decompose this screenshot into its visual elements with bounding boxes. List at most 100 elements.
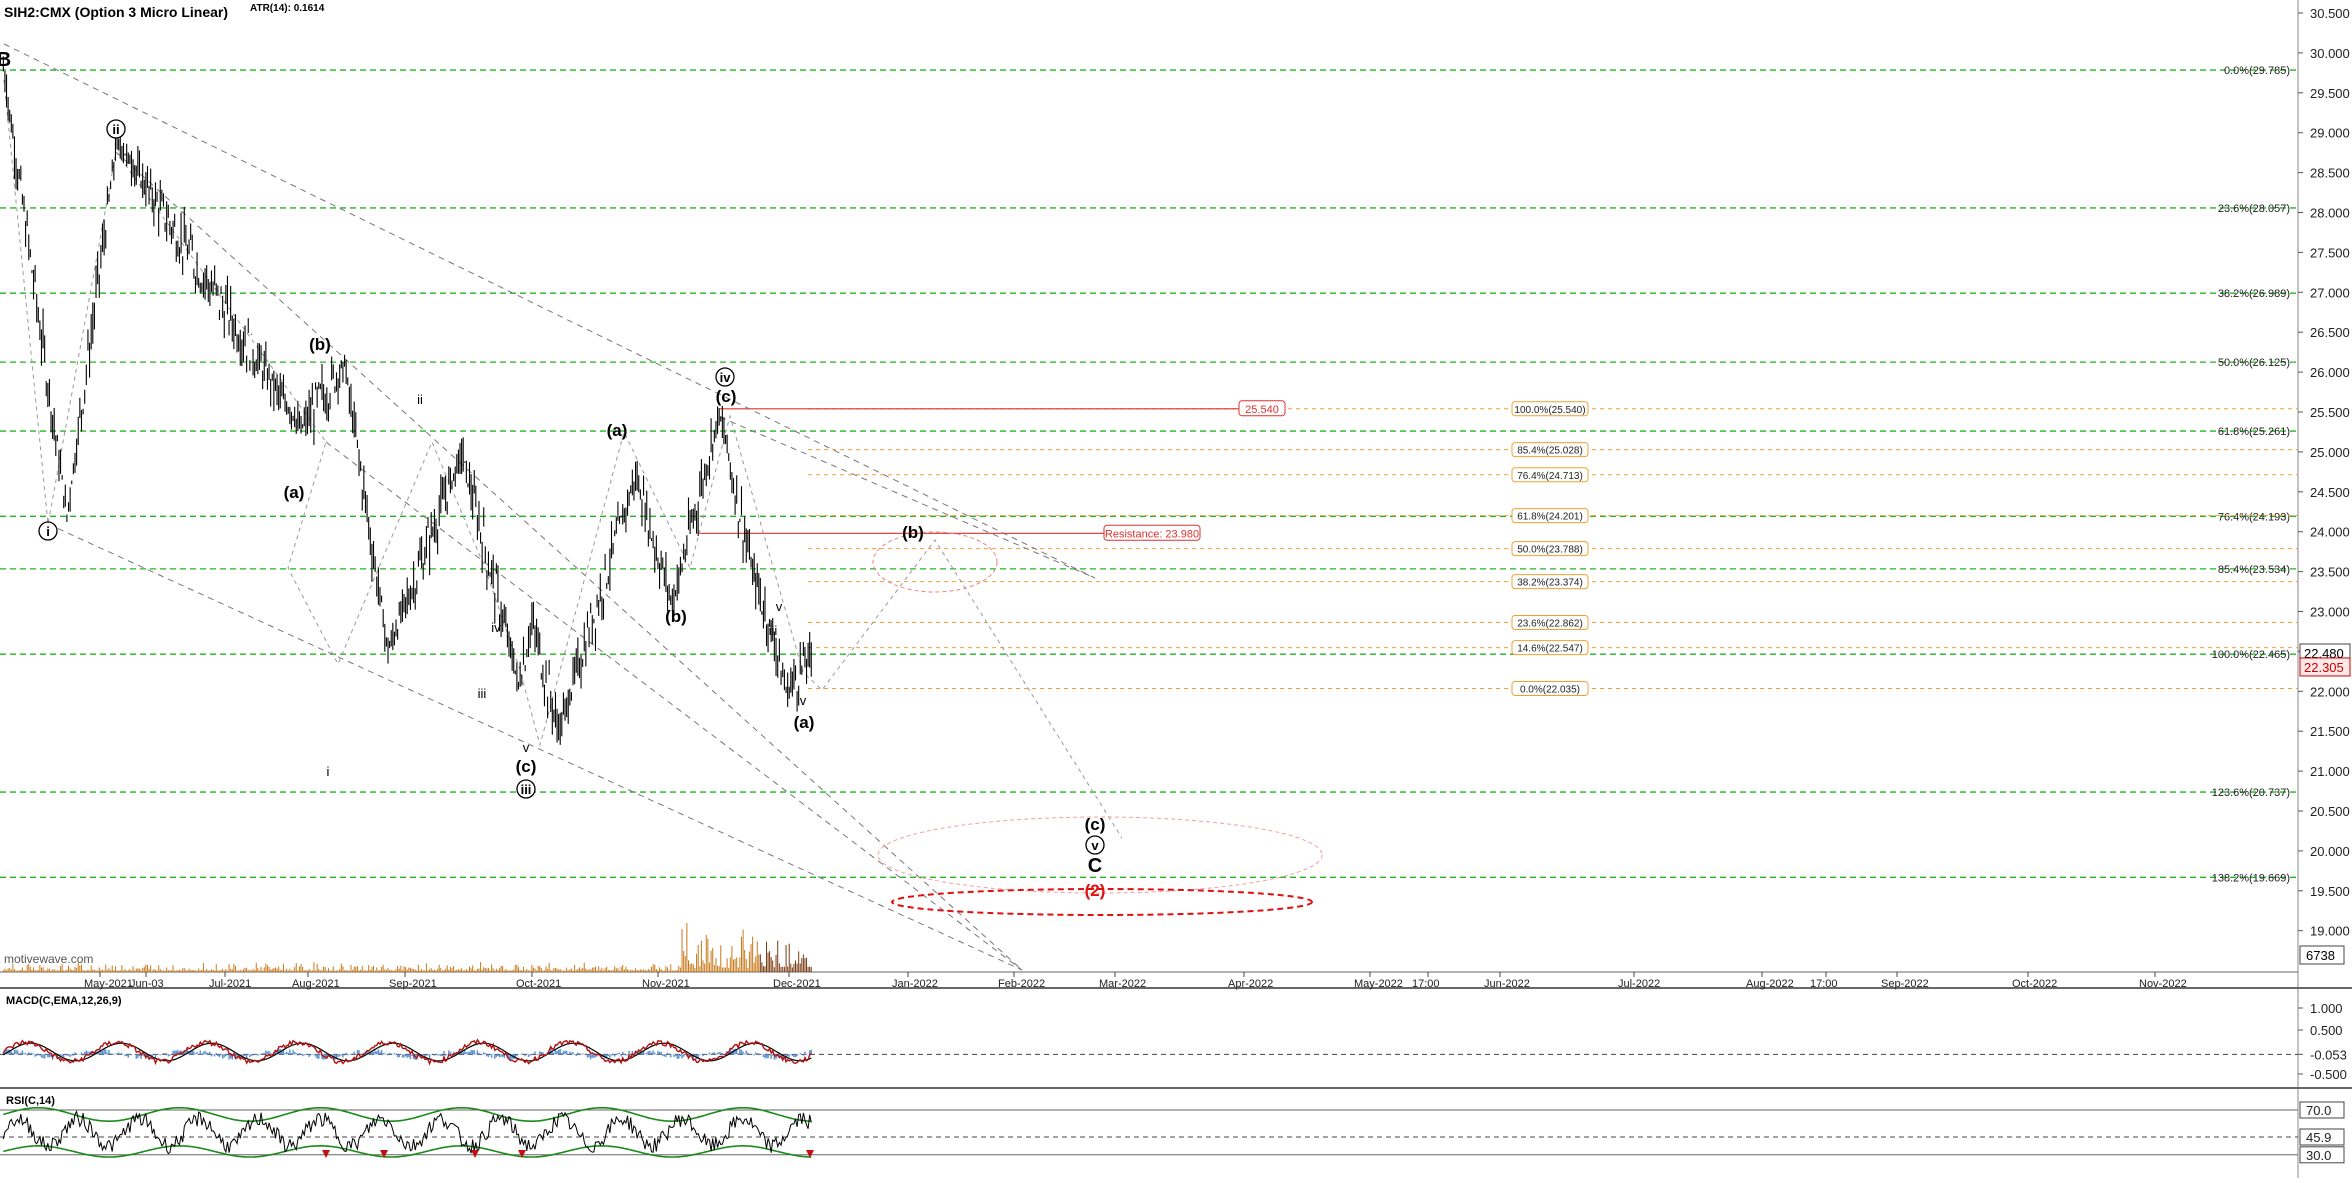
rsi-tick-label: 45.9	[2306, 1130, 2331, 1145]
time-tick-label: 17:00	[1412, 978, 1440, 990]
wave-label: v	[776, 599, 783, 614]
trend-line	[3, 43, 1096, 579]
wave-label: (b)	[665, 607, 687, 626]
rsi-tick-box	[2299, 1146, 2345, 1164]
price-tick-label: 19.000	[2310, 924, 2350, 939]
trend-line	[47, 523, 1023, 971]
price-tick-label: 28.500	[2310, 166, 2350, 181]
wave-label: (c)	[516, 757, 537, 776]
price-tick-label: 24.500	[2310, 485, 2350, 500]
green-fib-label: 76.4%(24.193)	[2218, 511, 2290, 523]
time-tick-label: Sep-2022	[1881, 978, 1929, 990]
volume-label: 6738	[2306, 948, 2335, 963]
ref-price-box	[2299, 657, 2351, 677]
orange-fib-box	[1511, 574, 1589, 590]
time-tick-label: Sep-2021	[389, 978, 437, 990]
price-tick-label: 26.500	[2310, 325, 2350, 340]
wave-label: iv	[491, 620, 501, 635]
orange-fib-label: 23.6%(22.862)	[1517, 619, 1583, 630]
price-tick-label: 30.000	[2310, 46, 2350, 61]
target-zone-c	[877, 816, 1323, 894]
rsi-tick-box	[2299, 1128, 2345, 1146]
volume-box	[2299, 945, 2345, 965]
price-tick-label: 21.000	[2310, 764, 2350, 779]
green-fib-label: 61.8%(25.261)	[2218, 426, 2290, 438]
orange-fib-box	[1511, 401, 1589, 417]
time-tick-label: Aug-2021	[292, 978, 340, 990]
price-tick-label: 20.500	[2310, 804, 2350, 819]
rsi-signal-arrow	[471, 1150, 479, 1158]
orange-fib-label: 85.4%(25.028)	[1517, 446, 1583, 457]
wave-label-circle	[38, 521, 58, 541]
price-tick-label: 23.500	[2310, 565, 2350, 580]
price-tick-label: 27.500	[2310, 245, 2350, 260]
target-zone-b	[872, 531, 998, 593]
target-zone-2	[891, 888, 1313, 916]
chart-title: SIH2:CMX (Option 3 Micro Linear)	[4, 4, 229, 20]
price-tick-label: 30.500	[2310, 6, 2350, 21]
orange-fib-box	[1511, 508, 1589, 524]
orange-fib-label: 0.0%(22.035)	[1520, 685, 1580, 696]
time-tick-label: Mar-2022	[1099, 978, 1146, 990]
wave-label: (a)	[607, 421, 628, 440]
time-tick-label: Jun-03	[130, 978, 164, 990]
price-tick-label: 20.000	[2310, 844, 2350, 859]
time-tick-label: 17:00	[1810, 978, 1838, 990]
atr-readout: ATR(14): 0.1614	[250, 3, 325, 14]
wave-label: i	[46, 524, 50, 539]
rsi-signal-arrow	[380, 1150, 388, 1158]
price-tick-label: 26.000	[2310, 365, 2350, 380]
wave-label: (c)	[716, 387, 737, 406]
time-tick-label: Apr-2022	[1228, 978, 1273, 990]
wave-label: iv	[720, 370, 732, 385]
orange-fib-box	[1511, 442, 1589, 458]
rsi-lower-band	[3, 1144, 812, 1158]
wave-label: (a)	[284, 483, 305, 502]
time-tick-label: May-2022	[1354, 978, 1403, 990]
time-tick-label: Feb-2022	[998, 978, 1045, 990]
trend-line	[115, 151, 1023, 971]
wave-label: v	[523, 740, 530, 755]
orange-fib-box	[1511, 541, 1589, 557]
green-fib-label: 85.4%(23.534)	[2218, 564, 2290, 576]
orange-fib-label: 100.0%(25.540)	[1514, 405, 1585, 416]
wave-label: v	[800, 693, 807, 708]
rsi-signal-arrow	[322, 1150, 330, 1158]
time-tick-label: May-2021	[84, 978, 133, 990]
green-fib-label: 38.2%(26.989)	[2218, 288, 2290, 300]
price-tick-label: 19.500	[2310, 884, 2350, 899]
trend-line	[325, 441, 1023, 971]
wave-label: (b)	[902, 523, 924, 542]
price-tick-label: 22.000	[2310, 684, 2350, 699]
wave-label-circle	[1085, 835, 1105, 855]
time-tick-label: Nov-2022	[2139, 978, 2187, 990]
price-tick-label: 24.000	[2310, 525, 2350, 540]
price-tick-label: 23.000	[2310, 605, 2350, 620]
resistance-box	[1103, 524, 1201, 541]
price-tick-label: 29.000	[2310, 126, 2350, 141]
orange-fib-label: 38.2%(23.374)	[1517, 578, 1583, 589]
ref-price-label: 22.305	[2304, 660, 2344, 675]
trend-line	[719, 416, 1096, 579]
orange-fib-box	[1511, 615, 1589, 631]
macd-tick-label: 1.000	[2310, 1001, 2343, 1016]
wave-label: (b)	[309, 335, 331, 354]
price-tick-label: 27.000	[2310, 285, 2350, 300]
orange-fib-box	[1511, 681, 1589, 697]
macd-title: MACD(C,EMA,12,26,9)	[6, 995, 122, 1007]
wave-label-circle	[516, 779, 536, 799]
price-tick-label: 25.500	[2310, 405, 2350, 420]
time-tick-label: Jun-2022	[1484, 978, 1530, 990]
resistance-label: Resistance: 23.980	[1105, 528, 1199, 540]
orange-fib-label: 50.0%(23.788)	[1517, 545, 1583, 556]
wave-label-circle	[715, 367, 735, 387]
green-fib-label: 50.0%(26.125)	[2218, 357, 2290, 369]
macd-tick-label: -0.053	[2310, 1047, 2347, 1062]
macd-signal-line	[2, 1042, 812, 1062]
macd-tick-label: 0.500	[2310, 1023, 2343, 1038]
price-tick-label: 29.500	[2310, 86, 2350, 101]
orange-fib-box	[1511, 640, 1589, 656]
time-tick-label: Jan-2022	[892, 978, 938, 990]
